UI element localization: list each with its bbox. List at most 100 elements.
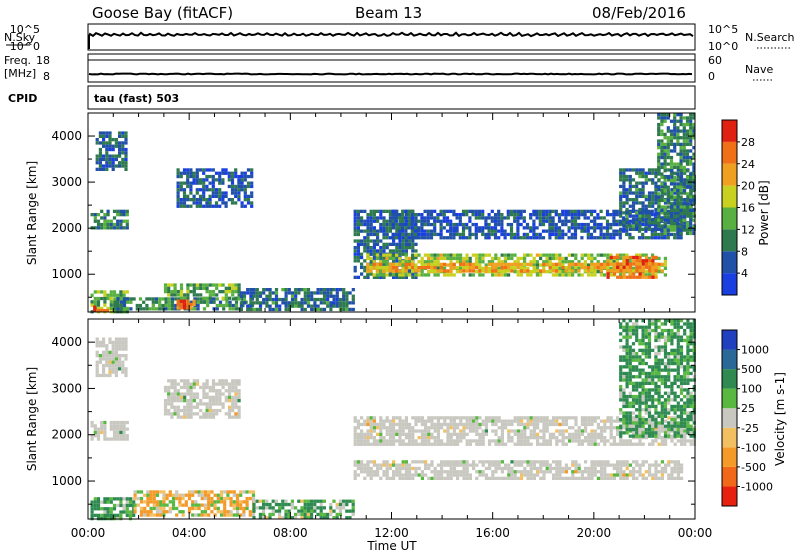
- power-cell: [526, 253, 530, 257]
- vel-cell: [109, 497, 113, 501]
- power-cell: [605, 229, 610, 233]
- vel-cell: [593, 429, 597, 433]
- power-cell: [116, 222, 120, 227]
- power-cell: [621, 229, 626, 233]
- vel-cell: [237, 395, 241, 399]
- power-cell: [173, 283, 177, 287]
- power-cell: [503, 260, 507, 264]
- vel-cell: [316, 506, 320, 510]
- vel-cell: [590, 470, 594, 474]
- power-cell: [284, 288, 288, 292]
- vel-cell: [184, 493, 188, 497]
- vel-cell: [590, 460, 594, 464]
- vel-cell: [523, 436, 527, 440]
- vel-cell: [404, 426, 408, 430]
- vel-cell: [564, 419, 568, 423]
- vel-cell: [109, 420, 113, 425]
- power-cell: [635, 171, 639, 175]
- power-cell: [535, 260, 539, 264]
- power-cell: [230, 174, 235, 179]
- power-cell: [628, 219, 632, 223]
- vel-cell: [408, 470, 412, 474]
- vel-cell: [227, 382, 232, 386]
- vel-cell: [510, 470, 514, 474]
- power-cell: [510, 262, 514, 266]
- vel-cell: [539, 429, 543, 433]
- power-cell: [124, 138, 128, 142]
- power-cell: [650, 236, 654, 240]
- power-cell: [631, 201, 636, 205]
- power-cell: [619, 174, 623, 179]
- power-cell: [673, 126, 677, 130]
- power-cell: [647, 178, 652, 182]
- vel-cell: [234, 379, 238, 383]
- power-cell: [198, 181, 203, 185]
- power-cell: [398, 246, 402, 250]
- vel-cell: [529, 466, 533, 471]
- power-cell: [459, 266, 463, 270]
- power-cell: [625, 207, 629, 212]
- power-cell: [404, 242, 408, 246]
- power-cell: [679, 152, 683, 156]
- power-cell: [689, 155, 693, 160]
- power-cell: [519, 222, 523, 227]
- power-cell: [666, 232, 670, 237]
- power-cell: [227, 290, 232, 294]
- power-cell: [103, 216, 107, 220]
- power-cell: [619, 253, 623, 257]
- power-cell: [660, 195, 664, 199]
- vel-cell: [234, 405, 238, 409]
- vel-cell: [507, 470, 511, 474]
- power-cell: [192, 201, 196, 205]
- power-cell: [170, 293, 174, 297]
- vel-cell: [176, 405, 180, 409]
- vel-cell: [205, 382, 209, 386]
- vel-cell: [593, 473, 597, 477]
- vel-cell: [237, 379, 241, 383]
- power-cell: [391, 209, 395, 213]
- vel-cell: [558, 422, 562, 427]
- vel-cell: [427, 436, 431, 440]
- power-cell: [663, 212, 667, 216]
- power-cell: [237, 191, 241, 195]
- power-cell: [487, 253, 491, 257]
- power-cell: [246, 201, 251, 205]
- power-cell: [666, 162, 670, 166]
- power-cell: [382, 232, 386, 237]
- power-cell: [567, 213, 571, 217]
- power-cell: [493, 232, 498, 237]
- power-cell: [398, 219, 402, 223]
- power-cell: [641, 219, 645, 223]
- power-cell: [644, 253, 648, 257]
- power-cell: [300, 307, 304, 312]
- power-cell: [622, 259, 626, 263]
- power-cell: [356, 246, 360, 250]
- vel-cell: [372, 429, 376, 433]
- vel-cell: [213, 493, 217, 497]
- power-cell: [179, 204, 183, 208]
- power-cell: [186, 283, 190, 287]
- power-cell: [663, 188, 667, 193]
- vel-cell: [114, 340, 118, 345]
- vel-cell: [189, 415, 193, 419]
- power-cell: [641, 211, 645, 215]
- power-cell: [574, 256, 578, 261]
- power-cell: [587, 263, 591, 267]
- vel-cell: [322, 512, 326, 517]
- vel-cell: [360, 416, 364, 420]
- power-cell: [234, 168, 238, 172]
- power-cell: [372, 209, 376, 213]
- power-cell: [369, 272, 373, 276]
- power-cell: [218, 290, 222, 294]
- vel-cell: [329, 506, 333, 510]
- power-cell: [105, 131, 109, 135]
- power-cell: [692, 214, 696, 218]
- power-cell: [125, 209, 129, 213]
- vel-cell: [465, 470, 469, 474]
- vel-cell: [278, 502, 282, 507]
- power-cell: [345, 294, 349, 298]
- power-cell: [388, 262, 392, 266]
- power-cell: [590, 262, 594, 266]
- vel-cell: [179, 415, 184, 419]
- power-cell: [211, 188, 215, 192]
